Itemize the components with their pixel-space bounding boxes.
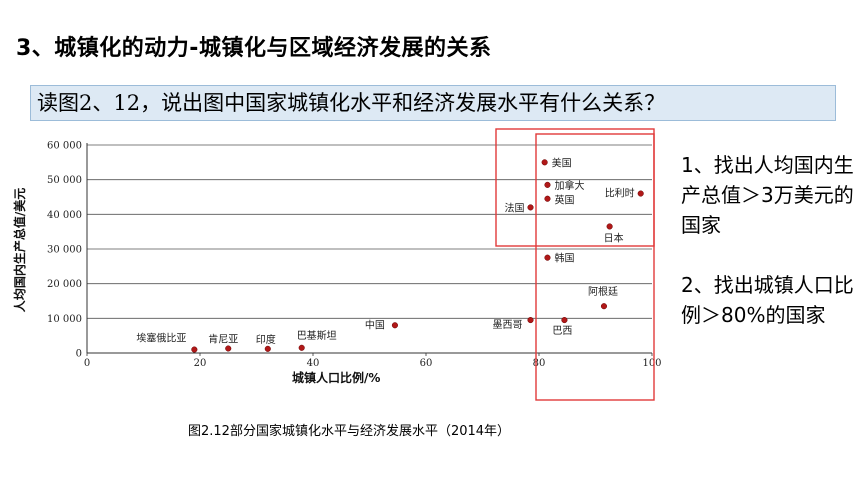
point-label: 韩国 bbox=[554, 252, 574, 265]
y-tick-label: 60 000 bbox=[47, 141, 82, 152]
data-point bbox=[541, 159, 548, 166]
y-tick-label: 10 000 bbox=[47, 314, 82, 325]
data-point bbox=[544, 195, 551, 202]
point-label: 印度 bbox=[256, 333, 276, 346]
y-tick-label: 50 000 bbox=[47, 175, 82, 186]
point-label: 日本 bbox=[604, 231, 624, 244]
point-label: 法国 bbox=[505, 201, 525, 214]
question-box: 读图2、12，说出图中国家城镇化水平和经济发展水平有什么关系？ bbox=[30, 85, 836, 121]
point-label: 巴基斯坦 bbox=[297, 329, 337, 342]
data-point bbox=[637, 190, 644, 197]
grid-lines bbox=[87, 144, 652, 319]
note-gdp: 1、找出人均国内生产总值＞3万美元的国家 bbox=[681, 153, 854, 237]
data-point bbox=[606, 223, 613, 230]
x-tick-label: 20 bbox=[194, 358, 207, 369]
y-tick-label: 0 bbox=[76, 349, 82, 360]
data-point bbox=[298, 344, 305, 351]
x-tick-label: 40 bbox=[307, 358, 320, 369]
data-point bbox=[527, 317, 534, 324]
data-point bbox=[191, 346, 198, 353]
point-label: 美国 bbox=[552, 156, 572, 169]
data-point bbox=[600, 303, 608, 310]
x-tick-label: 100 bbox=[642, 358, 661, 369]
point-label: 巴西 bbox=[552, 325, 572, 337]
x-tick-label: 0 bbox=[84, 358, 90, 369]
data-points bbox=[191, 159, 644, 353]
data-point bbox=[391, 322, 398, 329]
slide-title: 3、城镇化的动力-城镇化与区域经济发展的关系 bbox=[16, 36, 492, 61]
point-label: 比利时 bbox=[605, 188, 635, 200]
point-label: 中国 bbox=[365, 318, 385, 331]
y-tick-label: 30 000 bbox=[47, 245, 82, 256]
point-label: 埃塞俄比亚 bbox=[136, 332, 186, 345]
data-point bbox=[264, 345, 271, 352]
note-urban: 2、找出城镇人口比例＞80%的国家 bbox=[681, 273, 854, 327]
figure-caption: 图2.12部分国家城镇化水平与经济发展水平（2014年） bbox=[188, 424, 511, 439]
data-point bbox=[527, 204, 534, 211]
chart-axes bbox=[86, 143, 653, 356]
point-label: 英国 bbox=[554, 194, 574, 207]
x-tick-label: 80 bbox=[533, 358, 546, 369]
point-label: 墨西哥 bbox=[493, 319, 523, 331]
y-axis-title: 人均国内生产总值/美元 bbox=[12, 188, 27, 312]
point-label: 阿根廷 bbox=[588, 285, 618, 298]
point-label: 加拿大 bbox=[554, 179, 584, 192]
highlight-box-urban bbox=[535, 133, 655, 401]
x-axis-title: 城镇人口比例/% bbox=[292, 370, 380, 385]
data-point bbox=[561, 317, 568, 324]
data-point bbox=[544, 181, 551, 188]
y-tick-label: 40 000 bbox=[47, 210, 82, 221]
data-point bbox=[544, 254, 551, 261]
tick-labels: 0 10 000 20 000 30 000 40 000 50 000 60 000 0 20… bbox=[47, 141, 662, 370]
x-tick-label: 60 bbox=[420, 358, 433, 369]
point-label: 肯尼亚 bbox=[208, 332, 238, 345]
y-tick-label: 20 000 bbox=[47, 279, 82, 290]
data-point bbox=[225, 345, 232, 352]
